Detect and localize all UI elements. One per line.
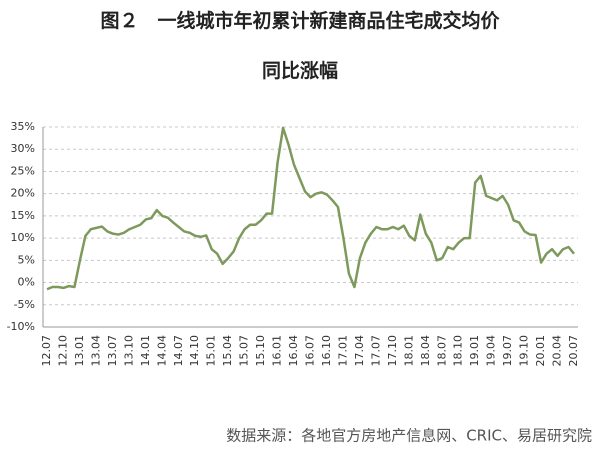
y-tick-label: -5% — [14, 298, 35, 311]
y-tick-label: 25% — [11, 164, 35, 177]
y-tick-label: 15% — [11, 209, 35, 222]
y-tick-label: -10% — [7, 320, 35, 333]
x-tick-label: 20.01 — [534, 335, 547, 367]
x-tick-label: 18.04 — [419, 335, 432, 367]
x-tick-label: 16.07 — [304, 335, 317, 367]
x-tick-label: 12.10 — [56, 335, 69, 367]
x-tick-label: 14.01 — [139, 335, 152, 367]
x-tick-label: 19.07 — [501, 335, 514, 367]
data-line — [46, 126, 575, 291]
x-tick-label: 14.04 — [155, 335, 168, 367]
x-tick-label: 15.10 — [254, 335, 267, 367]
x-tick-label: 13.04 — [89, 335, 102, 367]
x-tick-label: 17.04 — [353, 335, 366, 367]
x-tick-label: 18.10 — [452, 335, 465, 367]
x-tick-label: 17.10 — [386, 335, 399, 367]
x-tick-label: 14.10 — [188, 335, 201, 367]
x-tick-label: 16.04 — [287, 335, 300, 367]
x-tick-label: 15.01 — [205, 335, 218, 367]
x-tick-label: 20.07 — [567, 335, 580, 367]
x-tick-label: 13.10 — [122, 335, 135, 367]
x-tick-label: 19.04 — [485, 335, 498, 367]
x-tick-label: 13.07 — [106, 335, 119, 367]
y-tick-label: 5% — [18, 253, 35, 266]
x-tick-label: 16.01 — [271, 335, 284, 367]
source-note: 数据来源：各地官方房地产信息网、CRIC、易居研究院 — [226, 427, 592, 445]
chart-title: 同比涨幅 — [262, 59, 338, 82]
x-tick-label: 20.04 — [551, 335, 564, 367]
x-tick-label: 19.10 — [518, 335, 531, 367]
x-tick-label: 14.07 — [172, 335, 185, 367]
y-tick-label: 20% — [11, 187, 35, 200]
x-tick-label: 15.07 — [238, 335, 251, 367]
x-tick-label: 13.01 — [73, 335, 86, 367]
chart-title: 图２ 一线城市年初累计新建商品住宅成交均价 — [100, 9, 500, 32]
x-tick-label: 17.07 — [369, 335, 382, 367]
y-tick-label: 10% — [11, 231, 35, 244]
x-tick-label: 12.07 — [40, 335, 53, 367]
y-tick-label: 0% — [18, 276, 35, 289]
x-tick-label: 18.01 — [402, 335, 415, 367]
x-tick-label: 15.04 — [221, 335, 234, 367]
y-tick-label: 35% — [11, 120, 35, 133]
x-tick-label: 18.07 — [435, 335, 448, 367]
y-tick-label: 30% — [11, 142, 35, 155]
x-tick-label: 17.01 — [336, 335, 349, 367]
x-tick-label: 16.10 — [320, 335, 333, 367]
x-tick-label: 19.01 — [468, 335, 481, 367]
